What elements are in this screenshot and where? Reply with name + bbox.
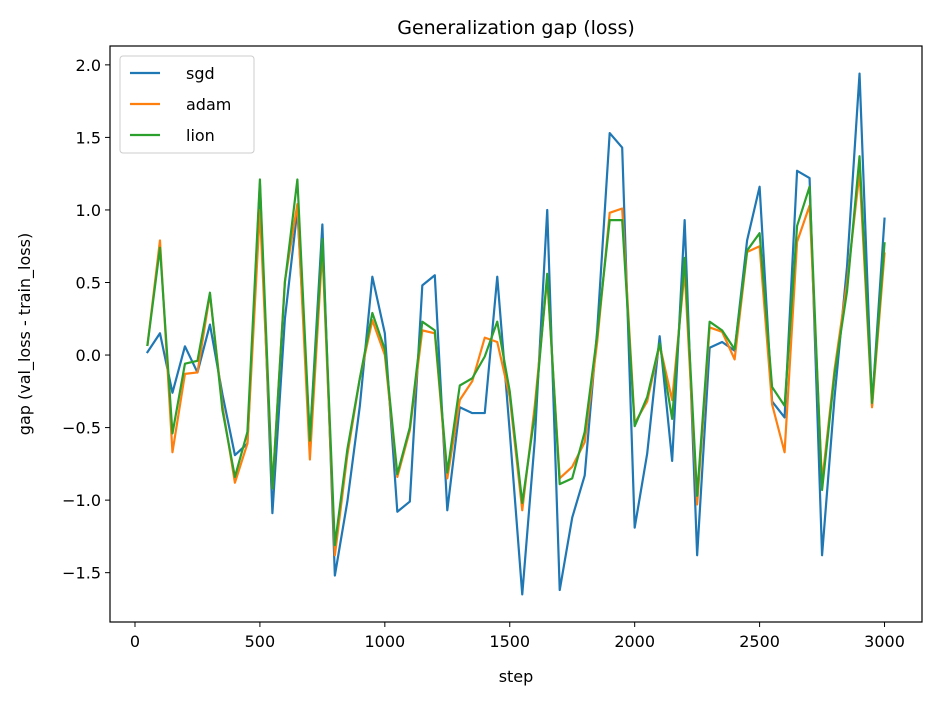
y-tick-label: 2.0: [76, 56, 101, 75]
x-axis-label: step: [499, 667, 534, 686]
x-tick-label: 2000: [614, 632, 655, 651]
legend-label-lion: lion: [186, 126, 215, 145]
x-tick-label: 1000: [364, 632, 405, 651]
legend-label-adam: adam: [186, 95, 231, 114]
legend-label-sgd: sgd: [186, 64, 215, 83]
y-axis: −1.5 −1.0 −0.5 0.0 0.5 1.0 1.5 2.0: [62, 56, 110, 583]
y-tick-label: −1.0: [62, 491, 101, 510]
x-tick-label: 2500: [739, 632, 780, 651]
legend: sgd adam lion: [119, 55, 255, 154]
y-tick-label: −0.5: [62, 419, 101, 438]
y-tick-label: 1.0: [76, 201, 101, 220]
plot-frame: [109, 45, 923, 623]
y-axis-label: gap (val_loss - train_loss): [15, 233, 35, 435]
y-tick-label: 0.0: [76, 346, 101, 365]
legend-box: [119, 55, 255, 154]
series-layer: [145, 72, 886, 596]
series-line-lion: [146, 155, 886, 547]
x-tick-label: 3000: [864, 632, 905, 651]
chart-title: Generalization gap (loss): [397, 17, 635, 39]
x-tick-label: 500: [245, 632, 276, 651]
x-tick-label: 0: [130, 632, 140, 651]
x-axis: 0 500 1000 1500 2000 2500 3000: [130, 622, 905, 651]
x-tick-label: 1500: [489, 632, 530, 651]
y-tick-label: 0.5: [76, 273, 101, 292]
y-tick-label: 1.5: [76, 128, 101, 147]
y-tick-label: −1.5: [62, 564, 101, 583]
